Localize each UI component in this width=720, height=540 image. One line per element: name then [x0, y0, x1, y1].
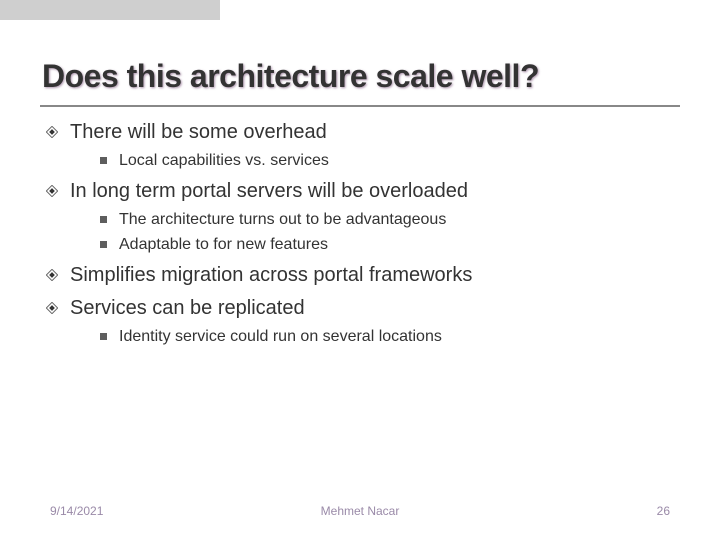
- bullet-text: Identity service could run on several lo…: [119, 326, 442, 348]
- diamond-bullet-icon: [46, 185, 58, 197]
- footer-author: Mehmet Nacar: [321, 504, 400, 518]
- diamond-bullet-icon: [46, 302, 58, 314]
- square-bullet-icon: [100, 241, 107, 248]
- list-item: Identity service could run on several lo…: [100, 326, 680, 348]
- square-bullet-icon: [100, 216, 107, 223]
- bullet-text: Services can be replicated: [70, 295, 305, 322]
- bullet-text: Adaptable to for new features: [119, 234, 328, 256]
- footer: 9/14/2021 Mehmet Nacar 26: [0, 504, 720, 518]
- diamond-bullet-icon: [46, 269, 58, 281]
- bullet-list: There will be some overhead Local capabi…: [40, 119, 680, 347]
- list-item: Simplifies migration across portal frame…: [46, 262, 680, 289]
- list-item: The architecture turns out to be advanta…: [100, 209, 680, 231]
- slide-title: Does this architecture scale well?: [40, 40, 680, 107]
- slide-container: Does this architecture scale well? There…: [0, 0, 720, 540]
- list-item: Services can be replicated: [46, 295, 680, 322]
- list-item: There will be some overhead: [46, 119, 680, 146]
- list-item: Adaptable to for new features: [100, 234, 680, 256]
- square-bullet-icon: [100, 333, 107, 340]
- bullet-text: Local capabilities vs. services: [119, 150, 329, 172]
- bullet-text: There will be some overhead: [70, 119, 327, 146]
- list-item: In long term portal servers will be over…: [46, 178, 680, 205]
- bullet-text: The architecture turns out to be advanta…: [119, 209, 446, 231]
- list-item: Local capabilities vs. services: [100, 150, 680, 172]
- bullet-text: In long term portal servers will be over…: [70, 178, 468, 205]
- bullet-text: Simplifies migration across portal frame…: [70, 262, 472, 289]
- square-bullet-icon: [100, 157, 107, 164]
- diamond-bullet-icon: [46, 126, 58, 138]
- footer-date: 9/14/2021: [50, 504, 103, 518]
- footer-page-number: 26: [657, 504, 670, 518]
